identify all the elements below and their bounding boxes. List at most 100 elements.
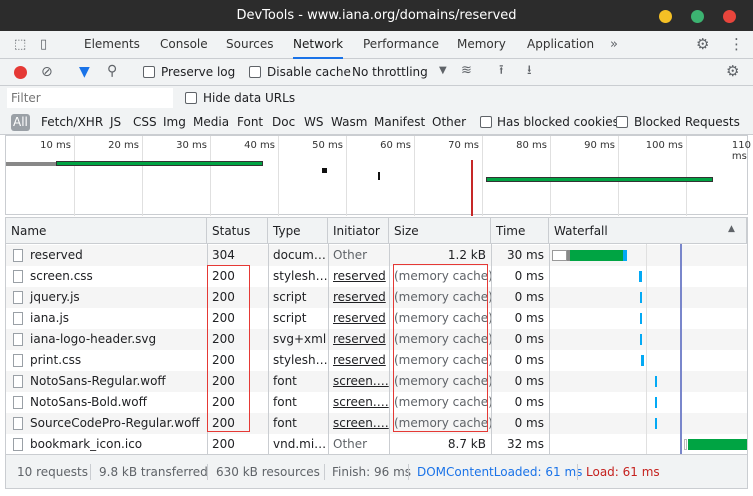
type-filter-wasm[interactable]: Wasm	[331, 115, 368, 129]
device-toolbar-icon[interactable]: ▯	[40, 37, 48, 52]
request-name[interactable]: reserved	[30, 248, 83, 262]
column-header-type[interactable]: Type	[268, 218, 328, 244]
table-row[interactable]: jquery.js 200 script reserved (memory cache)…	[6, 287, 747, 308]
filter-input[interactable]	[7, 88, 173, 108]
inspect-element-icon[interactable]: ⬚	[14, 37, 27, 52]
preserve-log-checkbox[interactable]	[143, 66, 155, 78]
tab-memory[interactable]: Memory	[457, 37, 506, 51]
time-cell: 0 ms	[514, 290, 544, 304]
network-conditions-icon[interactable]: ≋	[461, 63, 472, 78]
type-filter-all[interactable]: All	[11, 114, 30, 131]
type-filter-media[interactable]: Media	[193, 115, 230, 129]
import-har-icon[interactable]: ⭱	[499, 63, 504, 78]
overview-gridline	[686, 136, 687, 216]
table-row[interactable]: bookmark_icon.ico 200 vnd.mi… Other 8.7 kB 32…	[6, 434, 747, 454]
name-cell[interactable]: screen.css	[6, 266, 207, 287]
column-header-size[interactable]: Size	[389, 218, 491, 244]
tab-network[interactable]: Network	[293, 31, 344, 59]
request-name[interactable]: NotoSans-Bold.woff	[30, 395, 147, 409]
name-cell[interactable]: print.css	[6, 350, 207, 371]
type-filter-ws[interactable]: WS	[304, 115, 324, 129]
name-cell[interactable]: NotoSans-Regular.woff	[6, 371, 207, 392]
chevron-down-icon[interactable]: ▼	[439, 65, 447, 76]
minimize-button[interactable]	[659, 10, 672, 23]
initiator-cell[interactable]: reserved	[333, 269, 386, 283]
record-button[interactable]	[14, 66, 27, 79]
initiator-cell[interactable]: reserved	[333, 311, 386, 325]
maximize-button[interactable]	[691, 10, 704, 23]
has-blocked-cookies-checkbox[interactable]	[480, 116, 492, 128]
type-filter-font[interactable]: Font	[237, 115, 264, 129]
table-row[interactable]: SourceCodePro-Regular.woff 200 font screen.…	[6, 413, 747, 434]
type-filter-other[interactable]: Other	[432, 115, 467, 129]
overview-tick-label: 90 ms	[584, 140, 615, 151]
request-name[interactable]: iana.js	[30, 311, 70, 325]
type-filter-fetch-xhr[interactable]: Fetch/XHR	[41, 115, 104, 129]
type-filter-img[interactable]: Img	[163, 115, 186, 129]
column-header-initiator[interactable]: Initiator	[328, 218, 389, 244]
network-settings-gear-icon[interactable]: ⚙	[726, 62, 740, 80]
table-row[interactable]: screen.css 200 stylesh… reserved (memory cac…	[6, 266, 747, 287]
disable-cache-checkbox[interactable]	[249, 66, 261, 78]
table-row[interactable]: NotoSans-Regular.woff 200 font screen.… (mem…	[6, 371, 747, 392]
overview-gridline	[210, 136, 211, 216]
request-name[interactable]: screen.css	[30, 269, 93, 283]
tab-performance[interactable]: Performance	[363, 37, 440, 51]
status-cell: 200	[212, 374, 235, 388]
throttling-select[interactable]: No throttling	[352, 65, 428, 79]
table-row[interactable]: NotoSans-Bold.woff 200 font screen.… (memory…	[6, 392, 747, 413]
sort-ascending-icon[interactable]: ▲	[728, 224, 735, 234]
close-button[interactable]	[723, 10, 736, 23]
type-filter-manifest[interactable]: Manifest	[374, 115, 426, 129]
column-header-status[interactable]: Status	[207, 218, 268, 244]
request-name[interactable]: iana-logo-header.svg	[30, 332, 157, 346]
type-filter-css[interactable]: CSS	[133, 115, 157, 129]
more-options-icon[interactable]: ⋮	[729, 35, 744, 53]
name-cell[interactable]: bookmark_icon.ico	[6, 434, 207, 454]
request-name[interactable]: print.css	[30, 353, 82, 367]
table-row[interactable]: reserved 304 docum… Other 1.2 kB 30 ms	[6, 245, 747, 266]
name-cell[interactable]: reserved	[6, 245, 207, 266]
initiator-cell[interactable]: reserved	[333, 290, 386, 304]
type-filter-js[interactable]: JS	[110, 115, 122, 129]
table-row[interactable]: print.css 200 stylesh… reserved (memory cach…	[6, 350, 747, 371]
request-name[interactable]: jquery.js	[30, 290, 80, 304]
column-header-time[interactable]: Time	[491, 218, 549, 244]
initiator-cell[interactable]: reserved	[333, 353, 386, 367]
export-har-icon[interactable]: ⭳	[527, 63, 532, 78]
initiator-cell[interactable]: screen.…	[333, 395, 389, 409]
name-cell[interactable]: NotoSans-Bold.woff	[6, 392, 207, 413]
initiator-cell[interactable]: screen.…	[333, 374, 389, 388]
clear-icon[interactable]: ⊘	[41, 64, 53, 80]
request-name[interactable]: SourceCodePro-Regular.woff	[30, 416, 200, 430]
status-cell: 200	[212, 395, 235, 409]
tab-sources[interactable]: Sources	[226, 37, 274, 51]
settings-gear-icon[interactable]: ⚙	[696, 35, 710, 53]
initiator-cell[interactable]: screen.…	[333, 416, 389, 430]
column-header-name[interactable]: Name	[6, 218, 207, 244]
search-icon[interactable]: ⚲	[107, 63, 118, 79]
type-filter-doc[interactable]: Doc	[272, 115, 296, 129]
initiator-cell[interactable]: reserved	[333, 332, 386, 346]
blocked-requests-label: Blocked Requests	[634, 115, 740, 129]
request-name[interactable]: NotoSans-Regular.woff	[30, 374, 166, 388]
name-cell[interactable]: iana.js	[6, 308, 207, 329]
name-cell[interactable]: jquery.js	[6, 287, 207, 308]
name-cell[interactable]: iana-logo-header.svg	[6, 329, 207, 350]
tab-elements[interactable]: Elements	[84, 37, 140, 51]
requests-table: Name Status Type Initiator Size Time Waterfall…	[5, 217, 748, 455]
table-row[interactable]: iana.js 200 script reserved (memory cache) 0 …	[6, 308, 747, 329]
blocked-requests-checkbox[interactable]	[616, 116, 628, 128]
table-row[interactable]: iana-logo-header.svg 200 svg+xml reserved (m…	[6, 329, 747, 350]
hide-data-urls-checkbox[interactable]	[185, 92, 197, 104]
more-tabs-icon[interactable]: »	[610, 37, 618, 52]
waterfall-bar	[641, 355, 644, 366]
filter-icon[interactable]: ▼	[79, 64, 90, 80]
tab-console[interactable]: Console	[160, 37, 208, 51]
name-cell[interactable]: SourceCodePro-Regular.woff	[6, 413, 207, 434]
tab-application[interactable]: Application	[527, 37, 595, 51]
column-header-waterfall[interactable]: Waterfall	[549, 218, 747, 244]
request-name[interactable]: bookmark_icon.ico	[30, 437, 143, 451]
network-overview[interactable]: 10 ms 20 ms 30 ms 40 ms 50 ms 60 ms 70 ms 80 ms…	[5, 135, 751, 216]
overview-tick-label: 40 ms	[244, 140, 275, 151]
